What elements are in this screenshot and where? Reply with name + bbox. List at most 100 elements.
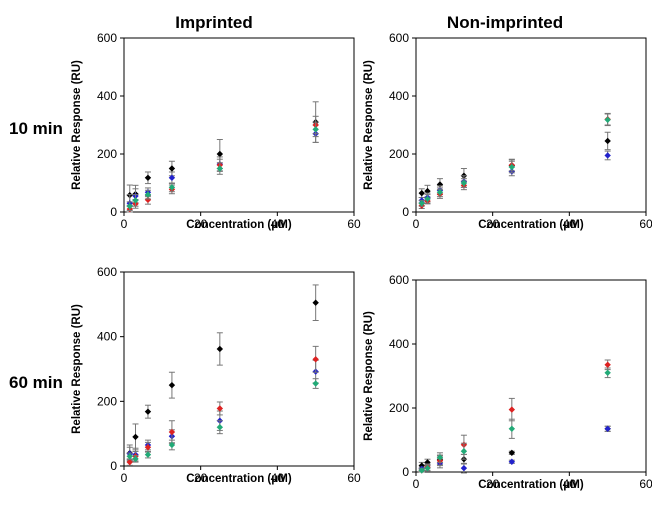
data-point-series-3: [126, 203, 133, 210]
y-tick-label: 600: [97, 31, 117, 45]
data-point-series-3: [460, 448, 468, 455]
data-point-series-2: [312, 356, 319, 363]
data-point-series-2: [144, 196, 152, 204]
x-axis-label: Concentration (μM): [186, 473, 292, 485]
x-tick-label: 20: [486, 477, 500, 491]
y-axis-label: Relative Response (RU): [71, 304, 83, 434]
y-tick-label: 0: [402, 465, 409, 479]
x-tick-label: 60: [639, 217, 652, 231]
column-title-imprinted: Imprinted: [175, 13, 252, 32]
x-tick-label: 0: [413, 477, 420, 491]
plot-area-frame: [415, 279, 647, 473]
data-point-series-3: [508, 425, 516, 432]
data-point-series-3: [132, 197, 139, 204]
x-axis-label: Concentration (μM): [478, 219, 584, 231]
data-point-series-2: [168, 428, 176, 436]
y-tick-label: 0: [402, 205, 409, 219]
row-title-60min: 60 min: [9, 373, 63, 392]
data-point-series-3: [436, 189, 444, 196]
data-point-series-3: [144, 191, 152, 198]
data-point-series-3: [508, 163, 516, 171]
data-point-series-0: [508, 449, 516, 456]
plot-area-frame: [123, 37, 355, 213]
panel-1: 0 200 400 600 0 20 40 60 Concentration (μM) Relat…: [363, 31, 652, 231]
data-point-series-0: [132, 433, 139, 441]
data-point-series-3: [126, 453, 133, 460]
y-tick-label: 400: [389, 89, 409, 103]
y-tick-label: 600: [97, 265, 117, 279]
data-point-series-3: [312, 126, 319, 133]
x-tick-label: 0: [413, 217, 420, 231]
x-tick-label: 60: [347, 471, 361, 485]
data-point-series-0: [604, 137, 611, 145]
y-tick-label: 400: [97, 89, 117, 103]
data-point-series-3: [418, 467, 425, 474]
y-tick-label: 200: [389, 147, 409, 161]
data-point-series-0: [216, 150, 224, 158]
data-point-series-0: [144, 408, 152, 415]
data-point-series-2: [508, 406, 516, 413]
y-axis-label: Relative Response (RU): [363, 60, 375, 190]
y-tick-label: 400: [389, 337, 409, 351]
data-point-series-3: [168, 441, 176, 449]
data-point-series-3: [312, 380, 319, 387]
panel-2: 0 200 400 600 0 20 40 60 Concentration (μM) Relat…: [71, 265, 361, 485]
row-title-10min: 10 min: [9, 119, 63, 138]
data-point-series-3: [424, 195, 431, 203]
data-point-series-0: [216, 345, 224, 353]
plot-area-frame: [123, 271, 355, 467]
y-tick-label: 600: [389, 273, 409, 287]
data-point-series-3: [604, 369, 611, 376]
data-point-series-3: [460, 179, 468, 187]
x-tick-label: 60: [639, 477, 652, 491]
x-tick-label: 0: [121, 471, 128, 485]
column-title-non-imprinted: Non-imprinted: [447, 13, 563, 32]
data-point-series-3: [216, 424, 224, 431]
data-point-series-3: [216, 165, 224, 172]
data-point-series-1: [460, 464, 468, 472]
data-point-series-0: [144, 174, 152, 181]
x-tick-label: 20: [194, 471, 208, 485]
data-point-series-0: [418, 189, 425, 197]
data-point-series-3: [604, 116, 611, 123]
y-tick-label: 400: [97, 330, 117, 344]
x-tick-label: 40: [271, 471, 285, 485]
x-axis-label: Concentration (μM): [186, 219, 292, 231]
panel-3: 0 200 400 600 0 20 40 60 Concentration (μM) Relat…: [363, 273, 652, 491]
data-point-series-3: [436, 454, 444, 461]
data-point-series-1: [604, 152, 611, 159]
y-axis-label: Relative Response (RU): [363, 311, 375, 441]
data-point-series-1: [508, 458, 516, 465]
y-axis-label: Relative Response (RU): [71, 60, 83, 190]
data-point-series-2: [216, 405, 224, 412]
y-tick-label: 200: [97, 147, 117, 161]
data-point-series-2: [144, 444, 152, 451]
data-point-series-0: [312, 299, 319, 306]
y-tick-label: 0: [110, 459, 117, 473]
data-point-series-1: [168, 174, 176, 181]
x-tick-label: 0: [121, 217, 128, 231]
x-tick-label: 60: [347, 217, 361, 231]
y-tick-label: 200: [389, 401, 409, 415]
data-point-series-2: [126, 458, 133, 466]
data-point-series-0: [168, 165, 176, 172]
data-point-series-1: [604, 425, 611, 432]
panel-0: 0 200 400 600 0 20 40 60 Concentration (μM) Relat…: [71, 31, 361, 231]
y-tick-label: 600: [389, 31, 409, 45]
data-point-series-3: [418, 200, 425, 207]
x-tick-label: 20: [194, 217, 208, 231]
x-tick-label: 20: [486, 217, 500, 231]
plot-area-frame: [415, 37, 647, 213]
data-point-series-3: [168, 184, 176, 191]
data-point-series-2: [604, 361, 611, 368]
y-tick-label: 200: [97, 394, 117, 408]
data-point-series-3: [144, 451, 152, 458]
data-point-series-0: [168, 381, 176, 389]
data-point-series-3: [132, 455, 139, 463]
x-tick-label: 40: [563, 217, 577, 231]
y-tick-label: 0: [110, 205, 117, 219]
x-tick-label: 40: [271, 217, 285, 231]
x-axis-label: Concentration (μM): [478, 479, 584, 491]
